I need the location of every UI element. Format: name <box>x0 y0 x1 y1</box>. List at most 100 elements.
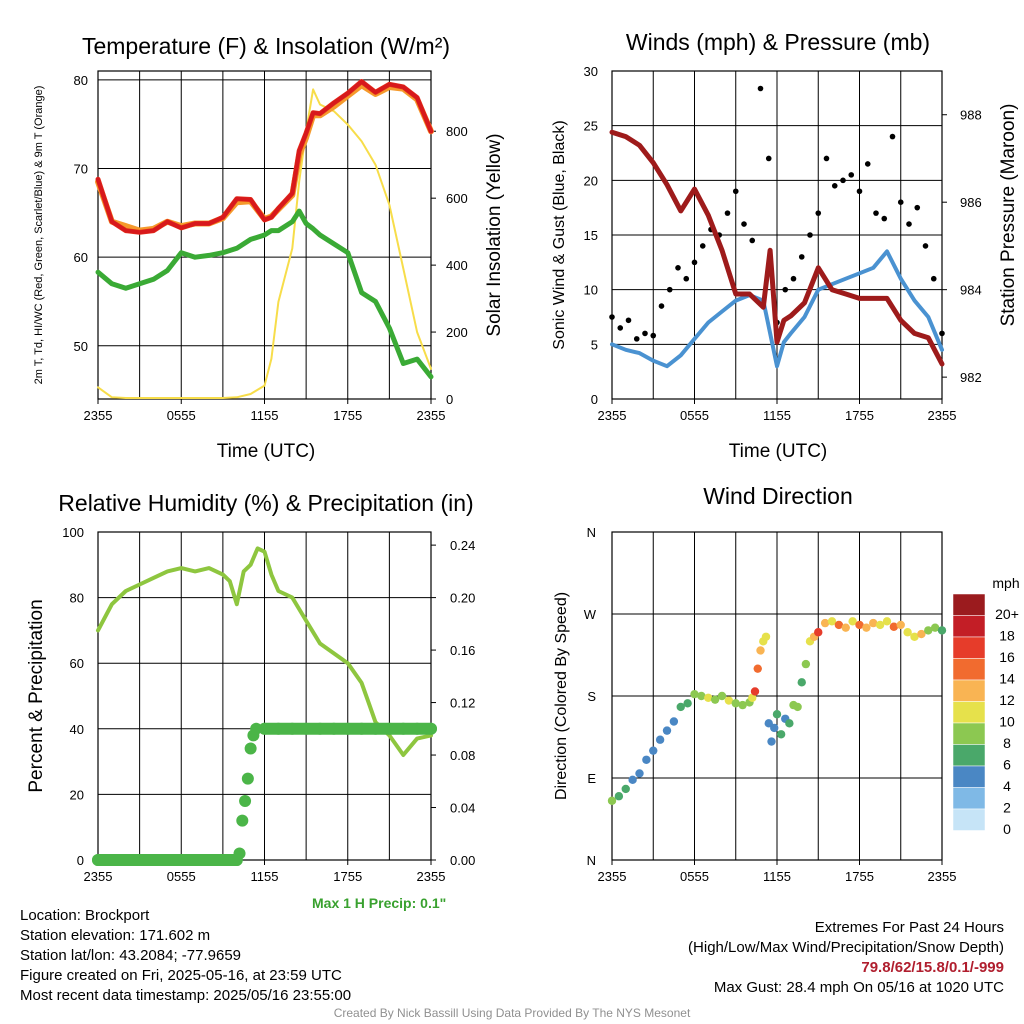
gust-point <box>625 317 632 324</box>
direction-point <box>717 691 727 701</box>
y-tick-label-right: 0.04 <box>450 801 475 816</box>
extremes-values: 79.8/62/15.8/0.1/-999 <box>861 959 1004 976</box>
direction-point <box>748 693 757 703</box>
x-tick-label: 1155 <box>763 408 791 423</box>
legend-label: 18 <box>999 627 1015 643</box>
x-tick-label: 2355 <box>417 408 446 423</box>
y-tick-label: 60 <box>70 656 84 671</box>
direction-point <box>614 792 624 801</box>
direction-point <box>820 618 830 628</box>
gust-point <box>807 232 813 238</box>
figure-created: Figure created on Fri, 2025-05-16, at 23… <box>20 967 342 984</box>
series-station-pressure <box>609 129 945 367</box>
x-tick-label: 0555 <box>167 408 196 423</box>
recent-timestamp: Most recent data timestamp: 2025/05/16 2… <box>20 987 352 1004</box>
chart-title: Relative Humidity (%) & Precipitation (i… <box>58 490 473 516</box>
y-axis-label-right: Solar Insolation (Yellow) <box>484 133 505 336</box>
direction-point <box>761 632 771 641</box>
y-tick-label: 100 <box>62 525 84 540</box>
direction-point <box>855 620 864 630</box>
precip-point <box>236 814 249 827</box>
gust-point <box>897 199 904 205</box>
y-tick-label: W <box>584 607 597 622</box>
gust-point <box>749 237 756 244</box>
y-tick-label: E <box>587 771 596 786</box>
legend-label: 14 <box>999 670 1015 686</box>
x-tick-label: 1755 <box>845 869 874 884</box>
direction-point <box>903 628 912 637</box>
y-tick-label-right: 0.12 <box>450 696 475 711</box>
legend-swatch <box>952 636 986 659</box>
chart-title: Wind Direction <box>703 483 853 509</box>
direction-point <box>930 623 940 632</box>
gust-point <box>617 325 624 331</box>
direction-point <box>697 691 706 701</box>
legend-swatch <box>952 808 986 831</box>
x-tick-label: 1155 <box>251 408 279 423</box>
y-tick-label: 80 <box>70 591 84 606</box>
y-tick-label-right: 984 <box>960 283 982 298</box>
x-tick-label: 2355 <box>928 408 957 423</box>
legend-label: 2 <box>1003 799 1011 815</box>
legend-label: 20+ <box>995 606 1019 622</box>
gust-point <box>732 188 739 195</box>
direction-point <box>875 620 885 630</box>
x-tick-label: 1755 <box>845 408 874 423</box>
direction-point <box>848 617 857 626</box>
legend-label: 12 <box>999 692 1015 708</box>
y-tick-label: N <box>587 853 596 868</box>
legend-swatch <box>952 744 986 767</box>
y-tick-label: 0 <box>77 853 84 868</box>
y-tick-label: 30 <box>584 64 598 79</box>
direction-point <box>801 659 811 669</box>
extremes-title: Extremes For Past 24 Hours <box>814 919 1004 936</box>
legend-swatch <box>952 701 986 724</box>
direction-point <box>750 687 760 696</box>
gust-point <box>840 177 846 184</box>
gust-point <box>889 133 896 140</box>
gust-point <box>666 286 673 293</box>
direction-point <box>724 696 734 705</box>
x-axis-label: Time (UTC) <box>729 441 828 462</box>
legend-swatch <box>952 787 986 810</box>
gust-point <box>906 221 912 227</box>
gust-point <box>699 243 706 249</box>
direction-point <box>772 710 782 719</box>
gust-point <box>930 275 937 282</box>
legend-label: 10 <box>999 713 1015 729</box>
gust-point <box>873 210 879 216</box>
y-axis-label-right: Station Pressure (Maroon) <box>998 104 1019 327</box>
x-tick-label: 1155 <box>763 869 791 884</box>
credit-line: Created By Nick Bassill Using Data Provi… <box>333 1006 691 1020</box>
x-axis-label: Time (UTC) <box>217 441 316 462</box>
station-info: Location: Brockport Station elevation: 1… <box>20 906 351 1006</box>
direction-point <box>924 626 933 635</box>
direction-point <box>669 717 679 726</box>
direction-point <box>662 726 672 735</box>
gust-point <box>683 275 690 282</box>
series-relative-humidity <box>96 546 433 757</box>
direction-point <box>704 693 713 703</box>
y-tick-label: 20 <box>70 787 84 802</box>
y-tick-label-right: 986 <box>960 195 982 210</box>
direction-point <box>642 755 651 764</box>
series-2m-t <box>96 79 433 235</box>
y-tick-label-right: 0.08 <box>450 748 475 763</box>
y-tick-label-right: 988 <box>960 108 982 123</box>
y-tick-label-right: 0.16 <box>450 643 475 658</box>
precip-point <box>250 722 263 735</box>
station-elevation: Station elevation: 171.602 m <box>20 927 211 944</box>
direction-point <box>827 617 837 626</box>
legend-swatch <box>952 658 986 681</box>
gust-point <box>782 286 789 293</box>
y-axis-label-left: Sonic Wind & Gust (Blue, Black) <box>551 120 568 349</box>
direction-point <box>607 796 617 805</box>
y-tick-label: 80 <box>74 73 88 88</box>
direction-point <box>635 769 644 778</box>
gust-point <box>724 210 731 216</box>
gust-point <box>765 155 772 162</box>
gust-point <box>609 314 615 320</box>
gust-point <box>856 188 863 195</box>
y-tick-label: 5 <box>591 337 598 352</box>
y-axis-label-left: Percent & Precipitation <box>26 599 47 792</box>
